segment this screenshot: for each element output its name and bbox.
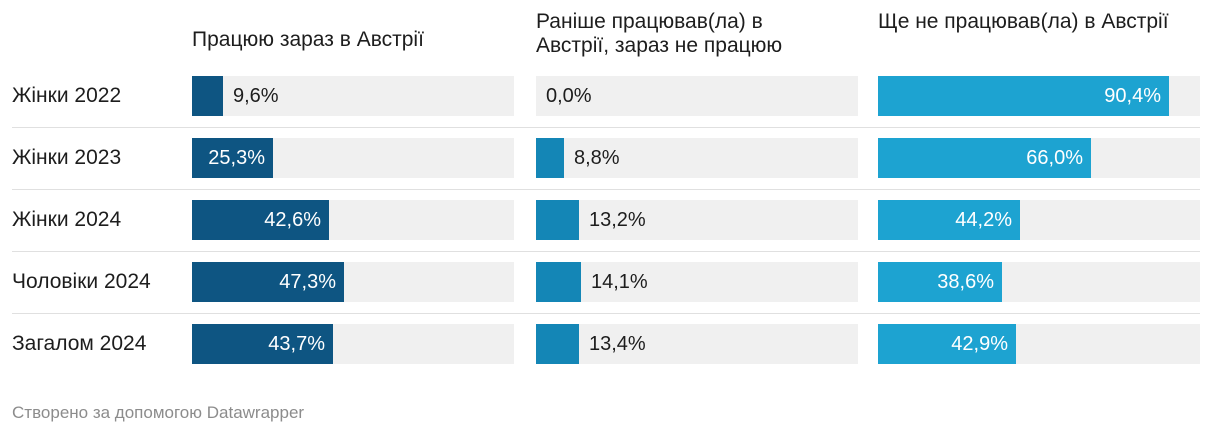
row-label: Жінки 2024 [12, 208, 122, 231]
row-divider [12, 189, 1200, 190]
bar-track: 0,0% [536, 76, 858, 116]
data-label: 0,0% [546, 85, 592, 107]
row-label: Загалом 2024 [12, 332, 147, 355]
row-divider [12, 127, 1200, 128]
bar-track: 13,4% [536, 324, 858, 364]
bar [536, 262, 581, 302]
bar-track: 25,3% [192, 138, 514, 178]
bar-track: 47,3% [192, 262, 514, 302]
bar-track: 13,2% [536, 200, 858, 240]
data-label: 43,7% [268, 333, 325, 355]
bar [878, 324, 1016, 364]
bar [878, 138, 1091, 178]
bar [192, 138, 273, 178]
row-label: Жінки 2022 [12, 84, 122, 107]
bar-track: 42,9% [878, 324, 1200, 364]
bar-track: 14,1% [536, 262, 858, 302]
row-label: Жінки 2023 [12, 146, 122, 169]
bar-track: 66,0% [878, 138, 1200, 178]
data-label: 38,6% [937, 271, 994, 293]
bar [536, 324, 579, 364]
data-label: 13,4% [589, 333, 646, 355]
data-label: 42,6% [264, 209, 321, 231]
bar [192, 76, 223, 116]
bar-track: 90,4% [878, 76, 1200, 116]
bar-track: 44,2% [878, 200, 1200, 240]
data-label: 8,8% [574, 147, 620, 169]
column-header-3: Ще не працював(ла) в Австрії [878, 10, 1169, 33]
data-label: 47,3% [279, 271, 336, 293]
credit-footer: Створено за допомогою Datawrapper [12, 403, 305, 422]
data-label: 9,6% [233, 85, 279, 107]
bar-track: 9,6% [192, 76, 514, 116]
bar [192, 200, 329, 240]
data-label: 44,2% [955, 209, 1012, 231]
bar [536, 200, 579, 240]
bar-track: 43,7% [192, 324, 514, 364]
data-label: 66,0% [1026, 147, 1083, 169]
bar [878, 200, 1020, 240]
bar [878, 262, 1002, 302]
data-label: 90,4% [1104, 85, 1161, 107]
bar [878, 76, 1169, 116]
bar-track: 38,6% [878, 262, 1200, 302]
row-label: Чоловіки 2024 [12, 270, 151, 293]
row-divider [12, 251, 1200, 252]
data-label: 42,9% [951, 333, 1008, 355]
bar-track: 8,8% [536, 138, 858, 178]
bar [192, 324, 333, 364]
bar-track: 42,6% [192, 200, 514, 240]
data-label: 14,1% [591, 271, 648, 293]
column-header-1: Працюю зараз в Австрії [192, 28, 424, 51]
data-label: 25,3% [208, 147, 265, 169]
bar [536, 138, 564, 178]
row-divider [12, 313, 1200, 314]
bar [192, 262, 344, 302]
column-header-2: Раніше працював(ла) в Австрії, зараз не … [536, 10, 783, 57]
data-label: 13,2% [589, 209, 646, 231]
